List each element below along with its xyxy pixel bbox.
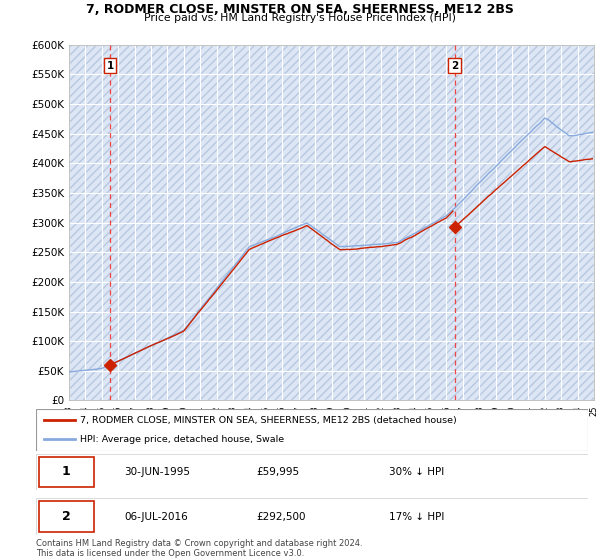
Text: 7, RODMER CLOSE, MINSTER ON SEA, SHEERNESS, ME12 2BS (detached house): 7, RODMER CLOSE, MINSTER ON SEA, SHEERNE… (80, 416, 457, 424)
Text: Contains HM Land Registry data © Crown copyright and database right 2024.
This d: Contains HM Land Registry data © Crown c… (36, 539, 362, 558)
Text: 30% ↓ HPI: 30% ↓ HPI (389, 467, 445, 477)
Text: 06-JUL-2016: 06-JUL-2016 (124, 512, 188, 521)
Text: 30-JUN-1995: 30-JUN-1995 (124, 467, 190, 477)
Text: 7, RODMER CLOSE, MINSTER ON SEA, SHEERNESS, ME12 2BS: 7, RODMER CLOSE, MINSTER ON SEA, SHEERNE… (86, 3, 514, 16)
FancyBboxPatch shape (36, 409, 588, 451)
FancyBboxPatch shape (36, 454, 588, 490)
FancyBboxPatch shape (36, 498, 588, 535)
Text: Price paid vs. HM Land Registry's House Price Index (HPI): Price paid vs. HM Land Registry's House … (144, 13, 456, 24)
Text: 2: 2 (451, 60, 458, 71)
FancyBboxPatch shape (39, 456, 94, 487)
Text: £59,995: £59,995 (257, 467, 300, 477)
Text: 2: 2 (62, 510, 71, 523)
Text: 17% ↓ HPI: 17% ↓ HPI (389, 512, 445, 521)
Text: HPI: Average price, detached house, Swale: HPI: Average price, detached house, Swal… (80, 435, 284, 444)
Text: £292,500: £292,500 (257, 512, 307, 521)
Text: 1: 1 (106, 60, 113, 71)
Text: 1: 1 (62, 465, 71, 478)
FancyBboxPatch shape (39, 501, 94, 532)
